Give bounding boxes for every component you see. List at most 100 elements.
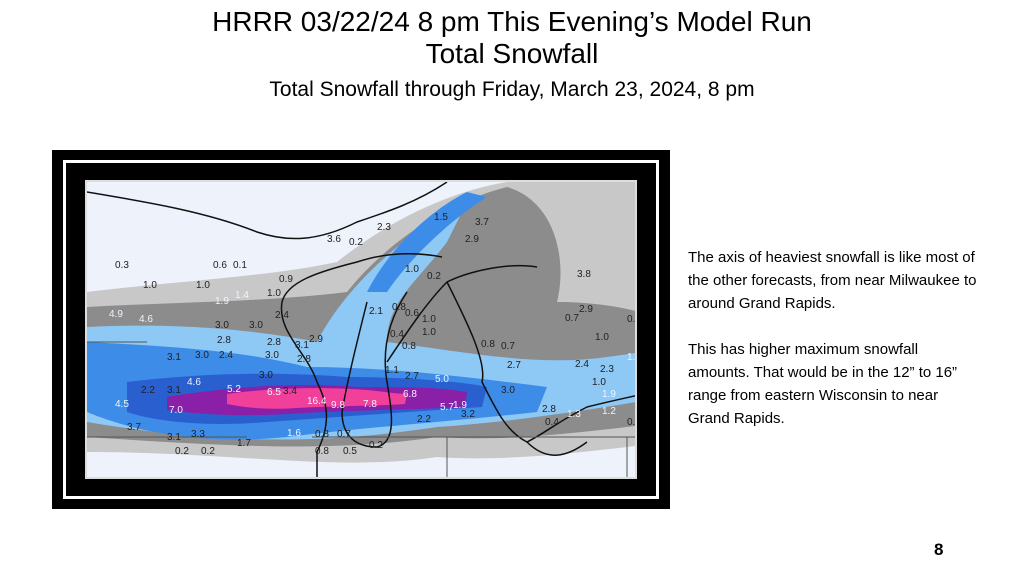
snowfall-label: 2.3 [377, 222, 391, 233]
snowfall-label: 3.1 [295, 340, 309, 351]
snowfall-label: 2.3 [600, 364, 614, 375]
snowfall-label: 2.7 [507, 360, 521, 371]
page-number: 8 [934, 540, 944, 559]
snowfall-label: 1.0 [196, 280, 210, 291]
snowfall-label: 3.4 [283, 386, 297, 397]
state-borders [87, 341, 635, 477]
snowfall-label: 1.0 [143, 280, 157, 291]
snowfall-label: 1.0 [267, 288, 281, 299]
snowfall-label: 0.4 [545, 417, 559, 428]
snowfall-label: 0.8 [315, 429, 329, 440]
discussion-paragraph-2: This has higher maximum snowfall amounts… [688, 341, 958, 427]
discussion-paragraph-1: The axis of heaviest snowfall is like mo… [688, 249, 977, 312]
snowfall-label: 3.1 [167, 432, 181, 443]
snowfall-label: 0.5 [343, 446, 357, 457]
snowfall-label: 2.4 [575, 359, 589, 370]
snowfall-label: 1.1 [385, 365, 399, 376]
snowfall-label: 2.7 [405, 371, 419, 382]
snowfall-label: 4.5 [115, 399, 129, 410]
snowfall-label: 1.9 [627, 352, 637, 363]
snowfall-label: 1.0 [422, 327, 436, 338]
snowfall-label: 3.0 [195, 350, 209, 361]
ne-blue-band [367, 192, 487, 292]
snowfall-label: 5.7 [440, 402, 454, 413]
snowfall-label: 3.7 [475, 217, 489, 228]
snowfall-label: 2.9 [309, 334, 323, 345]
snowfall-label: 1.4 [235, 290, 249, 301]
snowfall-map: 0.3 0.6 0.1 0.2 2.3 1.0 1.0 0.9 1.0 1.4 1.9 2.4 3.0 4… [85, 180, 637, 479]
snowfall-label: 0.2 [369, 440, 383, 451]
snowfall-label: 0.2 [349, 237, 363, 248]
snowfall-label: 2.1 [369, 306, 383, 317]
snowfall-label: 1.9 [602, 389, 616, 400]
snowfall-label: 3.1 [167, 385, 181, 396]
snowfall-label: 3.6 [327, 234, 341, 245]
snowfall-label: 1.7 [237, 438, 251, 449]
snowfall-label: 0.7 [501, 341, 515, 352]
slide-title: HRRR 03/22/24 8 pm This Evening’s Model … [212, 6, 812, 37]
snowfall-label: 1.0 [405, 264, 419, 275]
snowfall-label: 0.1 [233, 260, 247, 271]
snowfall-label: 0.6 [405, 308, 419, 319]
snowfall-label: 16.4 [307, 396, 327, 407]
forecast-discussion: The axis of heaviest snowfall is like mo… [688, 246, 978, 453]
snowfall-label: 4.6 [139, 314, 153, 325]
snowfall-label: 0.2 [175, 446, 189, 457]
snowfall-label: 0.8 [481, 339, 495, 350]
snowfall-label: 2.4 [275, 310, 289, 321]
snowfall-label: 3.0 [259, 370, 273, 381]
snowfall-label: 1.6 [287, 428, 301, 439]
snowfall-label: 0.8 [392, 302, 406, 313]
snowfall-label: 2.2 [141, 385, 155, 396]
snowfall-label: 3.8 [577, 269, 591, 280]
slide-subtitle: Total Snowfall through Friday, March 23,… [269, 78, 755, 101]
snowfall-label: 1.5 [434, 212, 448, 223]
snowfall-label: 3.0 [249, 320, 263, 331]
snowfall-label: 2.2 [417, 414, 431, 425]
snowfall-label: 0.3 [115, 260, 129, 271]
snowfall-label: 0.2 [427, 271, 441, 282]
snowfall-label: 3.0 [501, 385, 515, 396]
snowfall-label: 0.7 [565, 313, 579, 324]
snowfall-label: 1.0 [595, 332, 609, 343]
snowfall-label: 1.0 [592, 377, 606, 388]
snowfall-label: 0.1 [627, 417, 637, 428]
snowfall-label: 2.9 [579, 304, 593, 315]
snowfall-label: 0.8 [315, 446, 329, 457]
snow-shading [87, 182, 635, 463]
snowfall-label: 0.8 [402, 341, 416, 352]
snowfall-label: 3.0 [265, 350, 279, 361]
snowfall-label: 0.2 [201, 446, 215, 457]
snowfall-label: 6.8 [403, 389, 417, 400]
snowfall-label: 3.2 [461, 409, 475, 420]
snowfall-label: 2.8 [267, 337, 281, 348]
snowfall-label: 1.3 [567, 409, 581, 420]
snowfall-label: 1.9 [453, 400, 467, 411]
snowfall-label: 4.9 [109, 309, 123, 320]
snowfall-labels: 0.3 0.6 0.1 0.2 2.3 1.0 1.0 0.9 1.0 1.4 1.9 2.4 3.0 4… [109, 212, 637, 457]
snowfall-label: 2.8 [297, 354, 311, 365]
magenta-core [227, 388, 407, 409]
coastlines [87, 182, 635, 477]
snowfall-label: 6.5 [267, 387, 281, 398]
map-frame: 0.3 0.6 0.1 0.2 2.3 1.0 1.0 0.9 1.0 1.4 1.9 2.4 3.0 4… [52, 150, 670, 509]
snowfall-label: 9.8 [331, 400, 345, 411]
snowfall-map-svg: 0.3 0.6 0.1 0.2 2.3 1.0 1.0 0.9 1.0 1.4 1.9 2.4 3.0 4… [87, 182, 637, 477]
snowfall-label: 1.2 [602, 406, 616, 417]
snowfall-label: 5.2 [227, 384, 241, 395]
snowfall-label: 3.7 [127, 422, 141, 433]
snowfall-label: 1.0 [422, 314, 436, 325]
snowfall-label: 2.8 [542, 404, 556, 415]
snowfall-label: 7.8 [363, 399, 377, 410]
snowfall-label: 0.5 [627, 314, 637, 325]
snowfall-label: 3.1 [167, 352, 181, 363]
snowfall-label: 2.4 [219, 350, 233, 361]
snowfall-label: 7.0 [169, 405, 183, 416]
snowfall-label: 2.8 [217, 335, 231, 346]
snowfall-label: 3.0 [215, 320, 229, 331]
snowfall-label: 0.6 [213, 260, 227, 271]
snowfall-label: 5.0 [435, 374, 449, 385]
snowfall-label: 3.3 [191, 429, 205, 440]
snowfall-label: 1.9 [215, 296, 229, 307]
snowfall-label: 2.9 [465, 234, 479, 245]
